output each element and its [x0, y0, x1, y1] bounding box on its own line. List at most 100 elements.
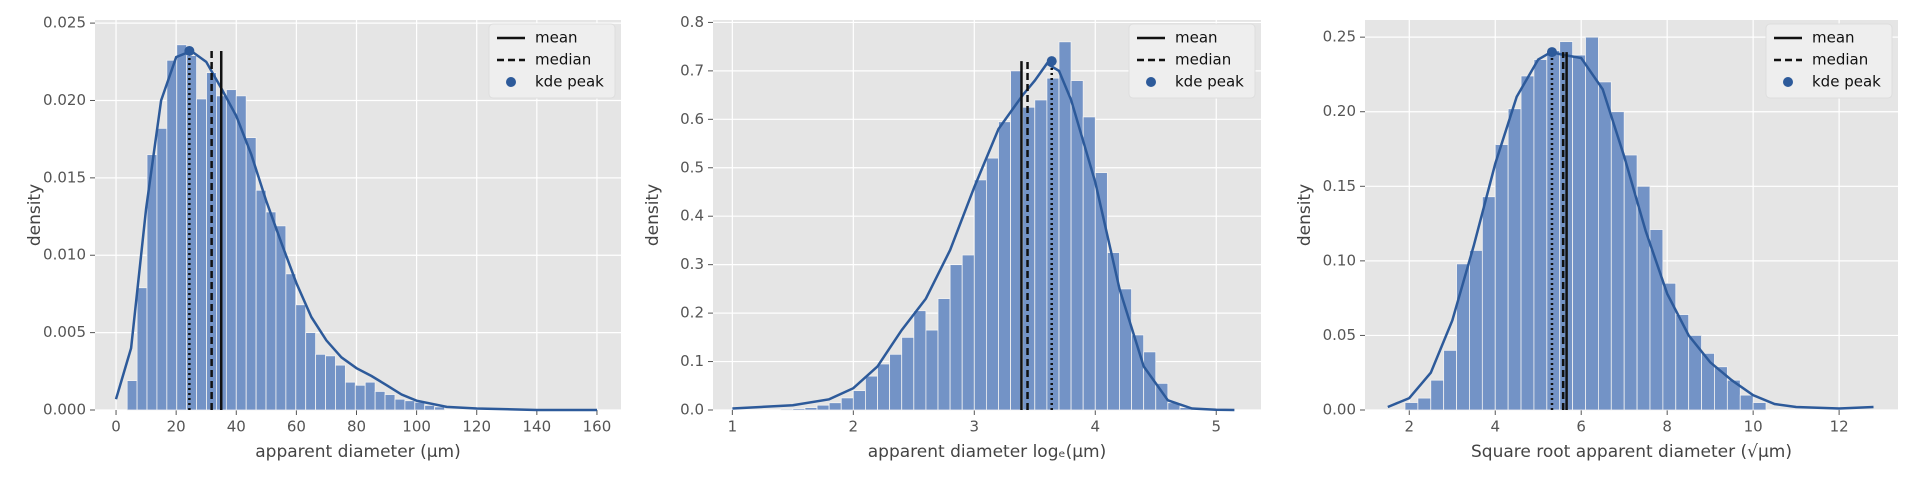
histogram-bar — [176, 44, 188, 411]
histogram-bar — [1520, 75, 1535, 411]
histogram-bar — [384, 394, 396, 411]
y-tick-label: 0.8 — [680, 13, 704, 31]
histogram-bar — [852, 390, 866, 411]
histogram-bar — [901, 336, 915, 411]
y-axis-label: density — [1295, 184, 1315, 246]
legend-label: median — [1812, 51, 1868, 69]
histogram-bar — [1430, 379, 1445, 411]
legend-label: mean — [535, 29, 578, 47]
legend-symbol — [506, 77, 516, 87]
x-tick-label: 120 — [462, 418, 491, 436]
histogram-bar — [949, 264, 963, 411]
x-tick-label: 8 — [1662, 418, 1672, 436]
histogram-bar — [364, 381, 376, 411]
legend-label: mean — [1175, 29, 1218, 47]
legend-symbol — [1783, 77, 1793, 87]
histogram-bar — [126, 380, 138, 411]
histogram-bar — [998, 121, 1011, 411]
histogram-bar — [985, 157, 999, 411]
y-tick-label: 0.025 — [43, 14, 86, 32]
histogram-bar — [394, 398, 406, 411]
histogram-bar — [315, 353, 326, 411]
histogram-bar — [255, 189, 267, 411]
x-tick-label: 4 — [1490, 418, 1500, 436]
y-tick-label: 0.5 — [680, 158, 704, 176]
kde-peak-point — [184, 45, 195, 56]
histogram-bar — [285, 273, 297, 411]
histogram-bar — [1034, 99, 1048, 411]
histogram-bar — [136, 287, 148, 411]
x-tick-label: 40 — [227, 418, 246, 436]
y-tick-label: 0.6 — [680, 110, 704, 128]
kde-peak-point — [1546, 47, 1557, 58]
histogram-bar — [828, 402, 842, 411]
legend-box — [488, 23, 616, 99]
histogram-bar — [196, 98, 207, 411]
histogram-bar — [225, 89, 237, 411]
y-tick-label: 0.20 — [1323, 102, 1356, 120]
histogram-bar — [804, 407, 818, 411]
legend-box — [1128, 23, 1256, 99]
histogram-bar — [1417, 397, 1432, 411]
y-tick-label: 0.7 — [680, 61, 704, 79]
legend-label: median — [535, 51, 591, 69]
y-tick-label: 0.005 — [43, 323, 86, 341]
x-tick-label: 140 — [523, 418, 552, 436]
x-axis-label: apparent diameter logₑ(μm) — [868, 442, 1106, 462]
histogram-bar — [1610, 111, 1625, 411]
x-tick-label: 0 — [111, 418, 121, 436]
legend-label: kde peak — [535, 73, 604, 91]
x-tick-label: 1 — [728, 418, 738, 436]
kde-line — [1387, 50, 1874, 410]
histogram-bar — [1469, 250, 1483, 411]
kde-peak-point — [1046, 56, 1057, 67]
x-tick-label: 2 — [1405, 418, 1415, 436]
legend-symbol — [1146, 77, 1156, 87]
x-tick-label: 100 — [402, 418, 431, 436]
x-tick-label: 10 — [1744, 418, 1763, 436]
histogram-bar — [1155, 382, 1169, 411]
kde-line — [114, 49, 597, 412]
histogram-bar — [1481, 196, 1496, 411]
histogram-bar — [1585, 36, 1599, 411]
x-tick-label: 4 — [1090, 418, 1100, 436]
x-tick-label: 12 — [1830, 418, 1849, 436]
y-tick-label: 0.0 — [680, 401, 704, 419]
panel: 0.00 0.05 0.10 0.15 0.20 0.25 2 4 6 8 10 12 Square r… — [1295, 20, 1898, 462]
legend-label: mean — [1812, 29, 1855, 47]
histogram-bar — [961, 254, 975, 411]
histogram-bar — [235, 95, 247, 411]
histogram-bar — [1494, 144, 1509, 411]
y-tick-label: 0.020 — [43, 91, 86, 109]
legend-label: kde peak — [1175, 73, 1244, 91]
histogram-bar — [1533, 59, 1548, 411]
legend-label: kde peak — [1812, 73, 1881, 91]
histogram-bar — [1507, 108, 1522, 411]
histogram-bar — [305, 332, 317, 411]
x-tick-label: 160 — [583, 418, 612, 436]
legend-label: median — [1175, 51, 1231, 69]
histogram-bar — [1404, 402, 1419, 411]
x-tick-label: 2 — [849, 418, 859, 436]
histogram-bar — [1572, 54, 1586, 411]
histogram-bar — [1688, 335, 1702, 411]
x-tick-label: 5 — [1211, 418, 1221, 436]
histogram-bar — [1443, 349, 1457, 411]
histogram-bar — [816, 404, 830, 411]
histogram-bar — [937, 298, 951, 411]
histogram-bar — [840, 397, 854, 411]
y-tick-label: 0.15 — [1323, 177, 1356, 195]
histogram-bar — [1070, 80, 1084, 411]
histogram-bar — [424, 404, 436, 411]
y-tick-label: 0.00 — [1323, 401, 1356, 419]
panel: 0.0 0.1 0.2 0.3 0.4 0.5 0.6 0.7 0.8 1 2 3 4 5 apparent… — [643, 13, 1261, 462]
histogram-bar — [1546, 50, 1561, 411]
histogram-bar — [780, 408, 794, 411]
histogram-bar — [877, 363, 891, 411]
y-tick-label: 0.015 — [43, 168, 86, 186]
histogram-bar — [404, 400, 416, 411]
histogram-bar — [265, 211, 277, 411]
y-tick-label: 0.000 — [43, 401, 86, 419]
histogram-bar — [792, 408, 806, 411]
